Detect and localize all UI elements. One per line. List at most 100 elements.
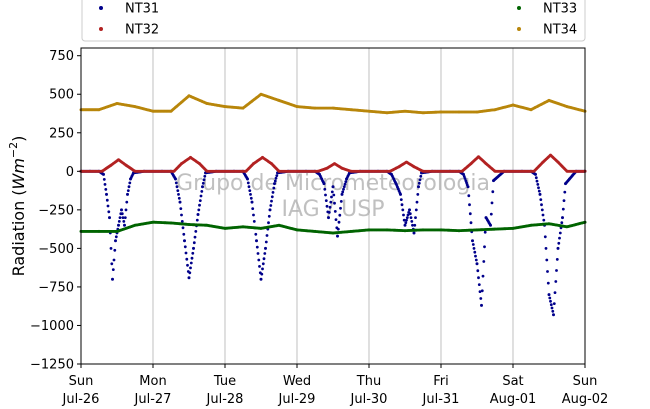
data-point	[536, 183, 540, 186]
x-tick-label: Aug-02	[562, 392, 609, 407]
data-point	[491, 190, 495, 194]
data-point	[192, 241, 196, 245]
data-point	[398, 191, 402, 195]
data-point	[406, 213, 410, 217]
data-point	[339, 206, 342, 210]
legend-label: NT34	[543, 23, 577, 38]
data-point	[264, 240, 268, 244]
data-point	[474, 254, 477, 258]
data-point	[259, 277, 263, 281]
data-point	[260, 272, 264, 276]
legend-entry-NT31: NT31	[99, 2, 159, 17]
data-point	[111, 277, 114, 281]
y-axis-label: Radiation (Wm−2)	[7, 136, 28, 277]
data-point	[245, 176, 249, 180]
data-point	[405, 218, 408, 222]
data-point	[537, 186, 540, 190]
data-points	[79, 92, 587, 317]
data-point	[267, 214, 271, 218]
data-point	[270, 195, 274, 199]
data-point	[328, 205, 332, 209]
data-point	[471, 239, 474, 243]
y-tick-label: −500	[38, 242, 74, 257]
data-point	[194, 230, 198, 233]
data-point	[342, 187, 345, 191]
data-point	[552, 302, 556, 305]
data-point	[247, 185, 251, 189]
data-point	[549, 303, 553, 307]
series-NT33	[79, 220, 587, 235]
data-point	[327, 216, 330, 220]
data-point	[401, 208, 405, 212]
x-tick-label: Wed	[283, 374, 311, 389]
data-point	[188, 271, 192, 275]
data-point	[551, 309, 555, 313]
data-point	[561, 207, 565, 211]
data-point	[488, 222, 492, 226]
data-point	[180, 213, 183, 217]
legend-entry-NT34: NT34	[517, 23, 577, 38]
data-point	[343, 182, 347, 186]
data-point	[180, 220, 184, 223]
data-point	[476, 269, 480, 273]
data-point	[256, 252, 260, 255]
data-point	[265, 234, 269, 237]
data-point	[248, 189, 252, 193]
data-point	[330, 195, 333, 199]
data-point	[563, 190, 567, 194]
data-point	[269, 204, 273, 207]
data-point	[324, 199, 328, 203]
data-point	[120, 212, 124, 216]
data-point	[467, 194, 471, 198]
legend-marker	[99, 27, 103, 31]
plot-frame	[80, 47, 586, 365]
data-point	[203, 174, 207, 178]
data-point	[126, 192, 129, 196]
data-point	[342, 185, 346, 189]
data-point	[477, 276, 480, 280]
data-point	[400, 203, 404, 207]
data-point	[461, 172, 465, 176]
x-tick-label: Sat	[502, 374, 523, 389]
x-tick-label: Jul-30	[350, 392, 388, 407]
data-point	[481, 274, 485, 278]
data-point	[539, 198, 543, 202]
data-point	[537, 189, 541, 193]
data-point	[327, 211, 331, 214]
data-point	[333, 210, 337, 213]
data-point	[540, 208, 544, 212]
data-point	[417, 185, 420, 189]
data-point	[331, 185, 335, 189]
data-point	[558, 236, 561, 240]
data-point	[273, 179, 277, 183]
data-point	[270, 199, 273, 203]
data-point	[190, 256, 194, 260]
legend-entry-NT32: NT32	[99, 23, 159, 38]
y-tick-label: 500	[49, 88, 74, 103]
data-point	[338, 213, 342, 217]
y-tick-label: 0	[66, 165, 74, 180]
data-point	[540, 203, 543, 207]
data-point	[117, 220, 121, 223]
data-point	[418, 178, 422, 182]
series-NT31	[79, 169, 587, 317]
data-point	[334, 218, 338, 222]
x-tick-label: Jul-28	[206, 392, 244, 407]
data-point	[535, 179, 539, 183]
data-point	[482, 260, 486, 263]
data-point	[198, 203, 201, 207]
data-point	[330, 190, 334, 194]
data-point	[255, 239, 258, 243]
data-point	[555, 269, 558, 272]
x-tick-label: Thu	[356, 374, 381, 389]
data-point	[272, 186, 276, 190]
data-point	[195, 218, 199, 222]
y-tick-label: 750	[49, 49, 74, 64]
data-point	[554, 280, 558, 283]
data-point	[249, 196, 253, 200]
data-point	[107, 210, 111, 214]
data-point	[555, 258, 559, 261]
data-point	[473, 250, 477, 254]
legend: NT31 NT32 NT33 NT34	[81, 0, 586, 42]
data-point	[261, 267, 264, 271]
